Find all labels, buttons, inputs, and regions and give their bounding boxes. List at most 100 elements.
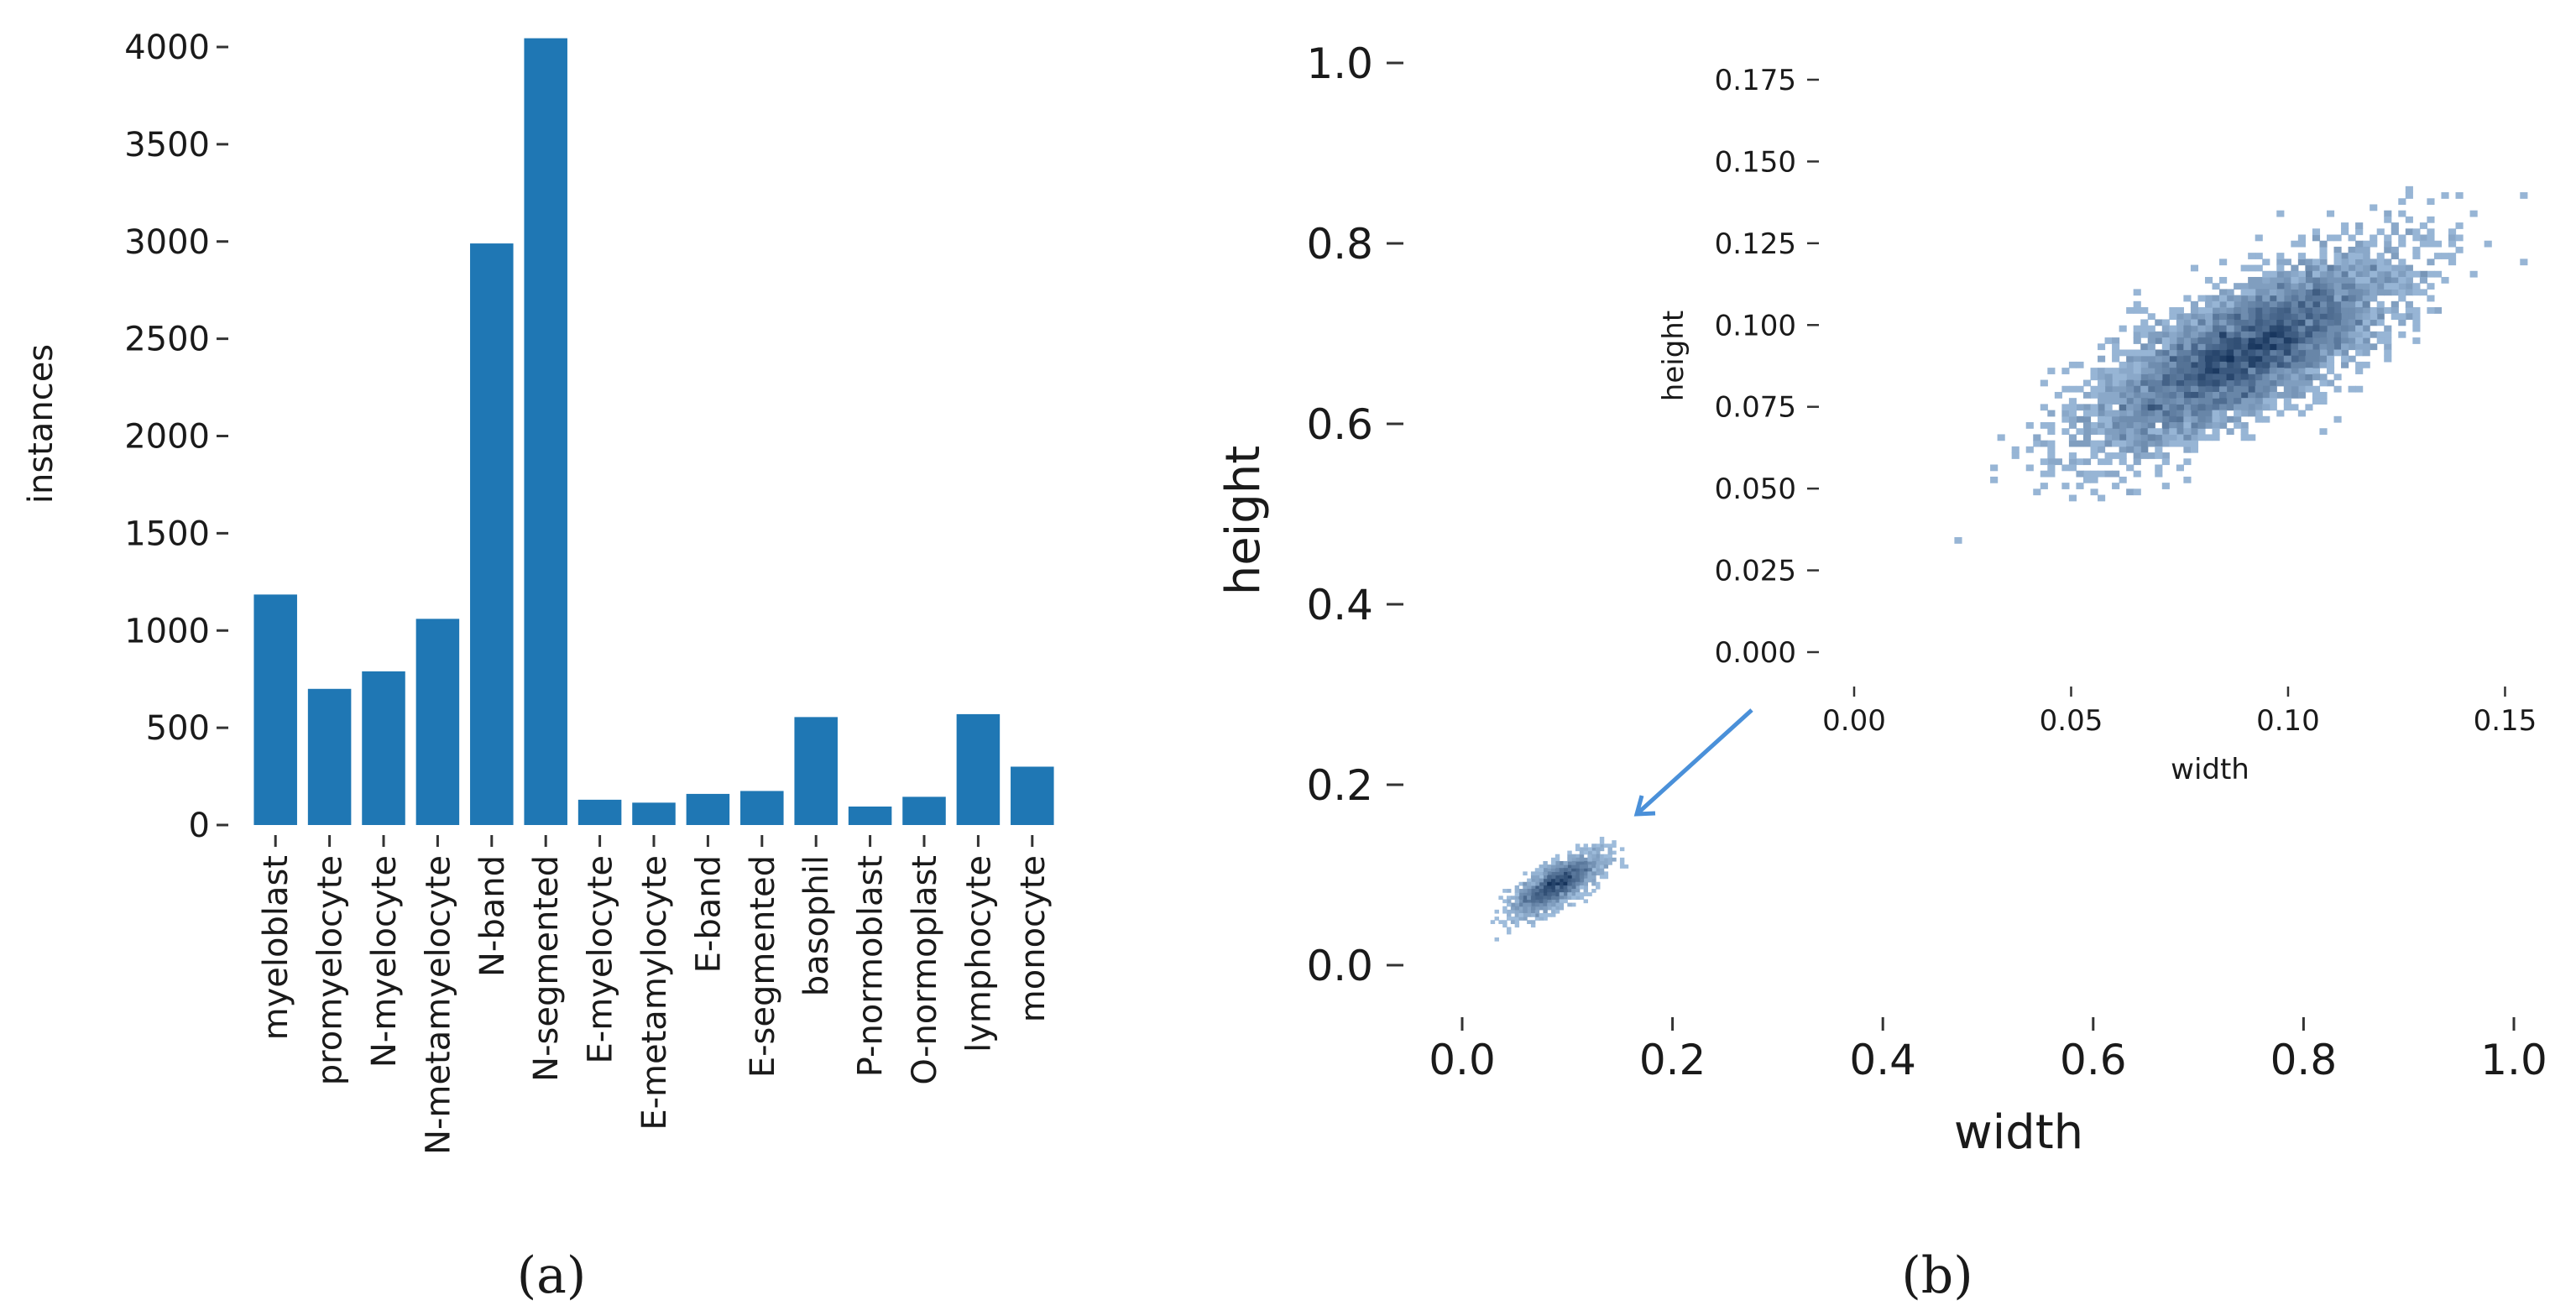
heatmap-cell — [2326, 295, 2335, 302]
heatmap-cell — [1554, 896, 1560, 901]
heatmap-cell — [1599, 857, 1605, 862]
heatmap-cell — [2297, 307, 2306, 314]
heatmap-cell — [2319, 379, 2328, 387]
heatmap-cell — [2283, 270, 2291, 278]
heatmap-cell — [2219, 337, 2228, 344]
heatmap-cell — [2197, 398, 2206, 405]
heatmap-cell — [2169, 398, 2177, 405]
heatmap-cell — [2455, 246, 2464, 253]
heatmap-cell — [2333, 319, 2342, 326]
heatmap-cell — [2090, 446, 2098, 453]
heatmap-cell — [2068, 404, 2077, 411]
heatmap-cell — [2133, 470, 2141, 478]
heatmap-cell — [1507, 889, 1512, 893]
heatmap-cell — [2419, 234, 2427, 242]
heatmap-cell — [1591, 843, 1596, 849]
heatmap-cell — [2104, 452, 2113, 459]
heatmap-cell — [2204, 368, 2213, 374]
heatmap-cell — [2297, 253, 2306, 259]
heatmap-cell — [1567, 854, 1572, 859]
heatmap-cell — [2197, 337, 2206, 344]
heatmap-cell — [2104, 337, 2113, 344]
heatmap-cell — [2262, 258, 2270, 266]
heatmap-cell — [2112, 434, 2120, 441]
heatmap-cell — [2262, 295, 2270, 302]
heatmap-cell — [1567, 896, 1572, 901]
bar-N-myelocyte — [362, 671, 405, 825]
heatmap-cell — [1554, 860, 1560, 865]
heatmap-cell — [2155, 410, 2163, 417]
heatmap-cell — [2204, 422, 2213, 429]
heatmap-cell — [2133, 422, 2141, 429]
heatmap-cell — [2219, 289, 2228, 296]
y-tick-label: 500 — [146, 709, 210, 748]
heatmap-cell — [2283, 368, 2291, 374]
inset-heatmap-cells — [1954, 185, 2528, 544]
heatmap-cell — [2326, 319, 2335, 326]
heatmap-cell — [2283, 289, 2291, 296]
heatmap-cell — [2219, 404, 2228, 411]
heatmap-cell — [2455, 222, 2464, 229]
heatmap-cell — [2126, 368, 2134, 374]
heatmap-cell — [2133, 452, 2141, 459]
heatmap-cell — [1603, 843, 1609, 849]
heatmap-cell — [2276, 343, 2285, 351]
heatmap-cell — [2326, 289, 2335, 296]
heatmap-cell — [2155, 373, 2163, 381]
heatmap-cell — [2119, 379, 2127, 387]
heatmap-cell — [2248, 379, 2256, 387]
heatmap-cell — [1619, 847, 1625, 852]
heatmap-cell — [1547, 881, 1552, 886]
heatmap-cell — [2226, 379, 2234, 387]
heatmap-cell — [2333, 349, 2342, 357]
heatmap-cell — [1607, 857, 1612, 862]
heatmap-cell — [2384, 216, 2392, 223]
heatmap-cell — [1583, 881, 1588, 886]
heatmap-cell — [2219, 307, 2228, 314]
heatmap-cell — [1551, 899, 1556, 904]
y-tick-label: 0 — [189, 807, 210, 845]
heatmap-cell — [2305, 325, 2313, 332]
heatmap-cell — [2283, 361, 2291, 368]
heatmap-cell — [2348, 385, 2356, 393]
heatmap-cell — [2248, 289, 2256, 296]
heatmap-cell — [2291, 283, 2299, 290]
heatmap-cell — [2319, 325, 2328, 332]
heatmap-cell — [1607, 850, 1612, 855]
heatmap-cell — [2269, 355, 2277, 363]
heatmap-cell — [2112, 428, 2120, 436]
bar-promyelocyte — [307, 688, 352, 825]
heatmap-cell — [2355, 258, 2364, 266]
heatmap-cell — [2297, 361, 2306, 368]
heatmap-cell — [1554, 885, 1560, 890]
heatmap-cell — [1534, 896, 1540, 901]
heatmap-cell — [1587, 860, 1592, 865]
heatmap-cell — [2126, 307, 2134, 314]
bar-myeloblast — [253, 594, 297, 825]
heatmap-cell — [2119, 446, 2127, 453]
heatmap-cell — [2176, 410, 2184, 417]
heatmap-cell — [2169, 391, 2177, 399]
heatmap-cell — [2234, 368, 2242, 374]
heatmap-cell — [2240, 319, 2249, 326]
heatmap-cell — [2147, 410, 2155, 417]
heatmap-cell — [1490, 920, 1496, 924]
heatmap-cell — [2269, 385, 2277, 393]
heatmap-cell — [2276, 270, 2285, 278]
heatmap-cell — [2240, 325, 2249, 332]
heatmap-cell — [1543, 889, 1548, 893]
heatmap-cell — [1579, 868, 1585, 872]
heatmap-cell — [2098, 494, 2106, 502]
heatmap-cell — [2341, 361, 2349, 368]
heatmap-cell — [2112, 391, 2120, 399]
bar-E-band — [686, 793, 730, 825]
heatmap-cell — [2226, 325, 2234, 332]
heatmap-cell — [1534, 878, 1540, 883]
heatmap-cell — [1530, 902, 1536, 907]
heatmap-cell — [1575, 847, 1581, 852]
heatmap-cell — [2427, 283, 2435, 290]
heatmap-cell — [2219, 325, 2228, 332]
heatmap-cell — [2140, 379, 2149, 387]
heatmap-cell — [2126, 415, 2134, 423]
